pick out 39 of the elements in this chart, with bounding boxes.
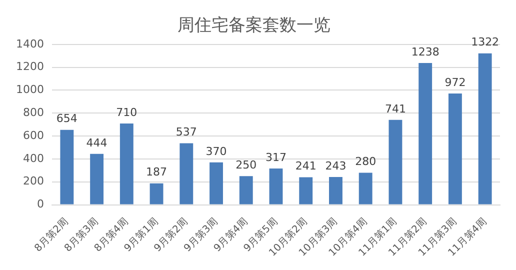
bar xyxy=(299,177,313,204)
bar xyxy=(60,130,74,204)
y-tick-label: 0 xyxy=(36,198,44,211)
bar xyxy=(239,176,253,204)
y-tick-label: 400 xyxy=(22,152,44,165)
data-label: 741 xyxy=(384,102,406,116)
y-tick-label: 200 xyxy=(22,174,44,188)
chart-title: 周住宅备案套数一览 xyxy=(178,16,330,36)
data-label: 972 xyxy=(444,76,466,89)
data-label: 710 xyxy=(116,106,138,119)
y-tick-label: 600 xyxy=(22,128,44,142)
bar xyxy=(120,123,134,204)
bar xyxy=(90,154,104,204)
bar xyxy=(210,162,223,204)
data-label: 444 xyxy=(86,136,108,150)
bar xyxy=(329,176,342,204)
data-label: 1238 xyxy=(411,45,440,58)
bar xyxy=(448,93,462,204)
bar xyxy=(478,53,492,204)
y-tick-label: 1200 xyxy=(16,60,44,74)
data-label: 280 xyxy=(355,155,376,168)
bar xyxy=(269,168,283,204)
data-label: 537 xyxy=(176,126,197,139)
y-tick-label: 1000 xyxy=(16,83,44,96)
data-label: 1322 xyxy=(471,36,500,49)
data-label: 317 xyxy=(265,150,286,164)
data-label: 370 xyxy=(206,144,227,158)
data-label: 654 xyxy=(56,112,78,126)
bar xyxy=(180,143,194,204)
data-label: 241 xyxy=(295,160,316,173)
bar xyxy=(150,183,164,204)
bar xyxy=(358,172,372,204)
y-tick-label: 1400 xyxy=(16,37,44,50)
y-tick-label: 800 xyxy=(22,106,44,120)
data-label: 243 xyxy=(325,159,346,172)
bar xyxy=(418,62,432,204)
data-label: 187 xyxy=(146,166,168,179)
bar xyxy=(388,120,402,204)
data-label: 250 xyxy=(236,158,257,172)
